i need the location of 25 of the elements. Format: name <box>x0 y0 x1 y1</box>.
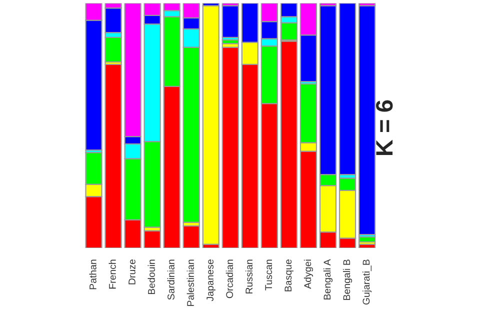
x-tick-label: Adygei <box>304 260 314 289</box>
x-tick-label: Bengali A <box>323 259 333 300</box>
bar <box>104 64 122 248</box>
bar <box>202 5 220 245</box>
x-tick-label: French <box>108 260 116 289</box>
x-tick-label: Bedouin <box>148 260 155 294</box>
bar <box>358 5 376 236</box>
bar <box>144 230 161 248</box>
x-tick-label: Japanese <box>206 260 216 302</box>
x-tick-label: Basque <box>284 260 294 292</box>
x-tick-label: Pathan <box>89 260 96 290</box>
x-tick-label: Bengali B <box>342 260 352 300</box>
text: K = 6 <box>376 100 393 155</box>
bar <box>222 5 239 38</box>
x-tick-label: Orcadian <box>226 260 234 298</box>
x-tick-label: Sardinian <box>167 260 174 300</box>
x-tick-label: Tuscan <box>265 260 272 290</box>
x-tick-label: Druze <box>128 260 136 284</box>
bar <box>222 46 239 248</box>
x-tick-label: Gujarati_B <box>362 260 372 305</box>
bar <box>104 36 122 63</box>
bar <box>338 3 356 176</box>
x-tick-label: Palestinian <box>186 260 194 306</box>
bar <box>182 225 200 248</box>
x-tick-label: Russian <box>245 260 253 294</box>
